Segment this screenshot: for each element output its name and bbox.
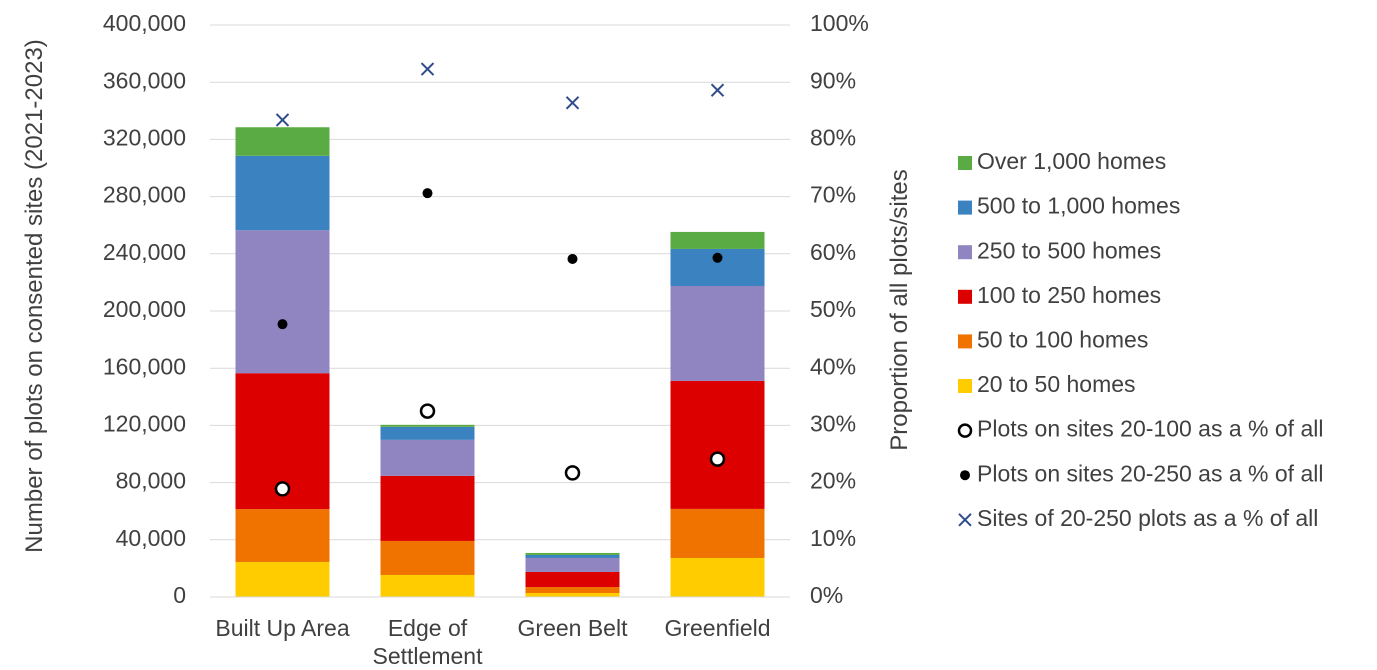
legend-swatch xyxy=(957,423,973,438)
marker xyxy=(710,83,725,97)
legend-swatch xyxy=(960,470,970,481)
legend-label: Plots on sites 20-100 as a % of all xyxy=(977,416,1323,442)
legend-label: Sites of 20-250 plots as a % of all xyxy=(977,505,1318,531)
marker xyxy=(277,319,288,330)
y2-tick-label: 70% xyxy=(810,182,856,208)
y-tick-label: 280,000 xyxy=(103,182,186,208)
bar-segment xyxy=(525,552,620,555)
legend-swatch xyxy=(958,379,972,393)
legend-label: Plots on sites 20-250 as a % of all xyxy=(977,460,1323,486)
y-tick-label: 360,000 xyxy=(103,67,186,93)
legend-swatch xyxy=(958,245,972,260)
legend-label: 50 to 100 homes xyxy=(977,326,1148,352)
bar-segment xyxy=(235,561,330,597)
bar-segment xyxy=(235,155,330,231)
y2-tick-label: 0% xyxy=(810,582,843,608)
y-tick-label: 120,000 xyxy=(103,410,186,436)
bar-segment xyxy=(670,231,765,249)
legend-swatch xyxy=(958,200,972,215)
y2-tick-label: 50% xyxy=(810,296,856,322)
bar-segment xyxy=(670,380,765,509)
bar-segment xyxy=(380,426,475,440)
y-tick-label: 80,000 xyxy=(116,468,186,494)
marker xyxy=(419,403,436,419)
x-tick-label: Greenfield xyxy=(664,615,771,641)
y-tick-label: 40,000 xyxy=(116,525,186,551)
bar-segment xyxy=(380,540,475,575)
legend-label: 250 to 500 homes xyxy=(977,237,1161,263)
bar-segment xyxy=(380,574,475,597)
bar-segment xyxy=(670,508,765,558)
legend-label: 100 to 250 homes xyxy=(977,282,1161,308)
legend-label: 500 to 1,000 homes xyxy=(977,193,1180,219)
bar-segment xyxy=(670,285,765,381)
y2-axis-label: Proportion of all plots/sites xyxy=(886,169,913,451)
y-tick-label: 240,000 xyxy=(103,239,186,265)
marker xyxy=(712,252,723,263)
y2-tick-label: 30% xyxy=(810,410,856,436)
legend-label: 20 to 50 homes xyxy=(977,371,1136,397)
marker xyxy=(564,465,581,481)
y2-tick-label: 10% xyxy=(810,525,856,551)
y2-tick-label: 90% xyxy=(810,67,856,93)
x-tick-label: Built Up Area xyxy=(215,615,350,641)
y-tick-label: 160,000 xyxy=(103,353,186,379)
bar-segment xyxy=(525,571,620,587)
legend-swatch xyxy=(958,289,972,304)
x-tick-label: Green Belt xyxy=(517,615,628,641)
x-tick-label: Edge of Settlement xyxy=(372,615,483,669)
legend-swatch xyxy=(958,513,972,527)
y2-tick-label: 60% xyxy=(810,239,856,265)
y2-tick-label: 80% xyxy=(810,124,856,150)
bar-segment xyxy=(235,509,330,562)
marker xyxy=(422,188,433,199)
marker xyxy=(274,481,291,497)
y2-tick-label: 100% xyxy=(810,10,869,36)
bar-segment xyxy=(380,424,475,427)
y2-tick-label: 40% xyxy=(810,353,856,379)
marker xyxy=(275,113,290,127)
marker xyxy=(420,62,435,76)
marker xyxy=(565,96,580,110)
bar-segment xyxy=(235,127,330,156)
legend-swatch xyxy=(958,334,972,349)
y-axis-label: Number of plots on consented sites (2021… xyxy=(21,39,48,553)
bar-segment xyxy=(380,475,475,541)
y-tick-label: 200,000 xyxy=(103,296,186,322)
marker xyxy=(709,451,726,467)
y-tick-label: 0 xyxy=(173,582,186,608)
bar-segment xyxy=(235,230,330,374)
bar-segment xyxy=(525,586,620,593)
bar-segment xyxy=(525,554,620,558)
bar-segment xyxy=(525,557,620,572)
marker xyxy=(567,253,578,264)
legend-label: Over 1,000 homes xyxy=(977,148,1166,174)
y-tick-label: 400,000 xyxy=(103,10,186,36)
y2-tick-label: 20% xyxy=(810,468,856,494)
bar-segment xyxy=(670,557,765,597)
bar-segment xyxy=(380,439,475,476)
legend-swatch xyxy=(958,156,972,170)
y-tick-label: 320,000 xyxy=(103,124,186,150)
bar-segment xyxy=(525,592,620,597)
